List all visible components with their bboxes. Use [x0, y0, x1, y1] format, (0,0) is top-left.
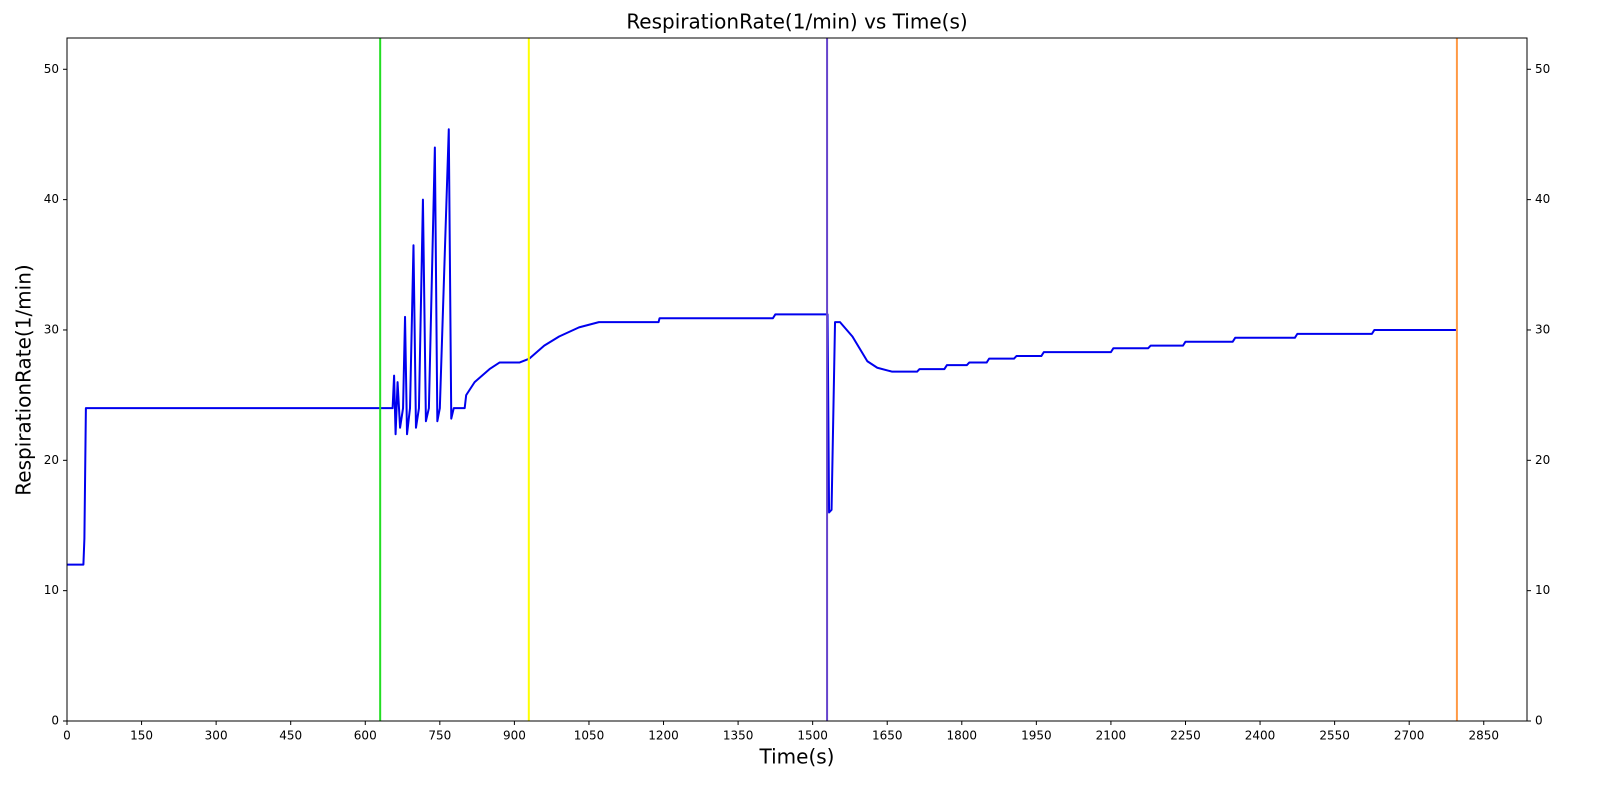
x-tick-label: 1350	[723, 729, 754, 743]
y-axis-label: RespirationRate(1/min)	[12, 264, 36, 495]
y-tick-label: 30	[44, 322, 59, 336]
x-tick-label: 900	[503, 729, 526, 743]
x-tick-label: 2700	[1394, 729, 1425, 743]
x-tick-label: 2400	[1245, 729, 1276, 743]
x-tick-label: 1200	[648, 729, 679, 743]
x-axis-label: Time(s)	[759, 745, 835, 769]
y2-tick-label: 20	[1535, 453, 1550, 467]
x-tick-label: 750	[428, 729, 451, 743]
y2-tick-label: 10	[1535, 583, 1550, 597]
y2-tick-label: 0	[1535, 714, 1543, 728]
x-tick-label: 150	[130, 729, 153, 743]
y2-tick-label: 40	[1535, 192, 1550, 206]
y-tick-label: 50	[44, 62, 59, 76]
y2-tick-label: 30	[1535, 322, 1550, 336]
x-tick-label: 600	[354, 729, 377, 743]
x-tick-label: 1500	[797, 729, 828, 743]
y-tick-label: 0	[51, 714, 59, 728]
plot-frame	[66, 37, 1528, 722]
x-tick-label: 450	[279, 729, 302, 743]
x-tick-label: 2100	[1096, 729, 1127, 743]
data-line	[67, 128, 1457, 566]
x-tick-label: 1800	[947, 729, 978, 743]
x-tick-label: 1650	[872, 729, 903, 743]
x-tick-label: 2550	[1319, 729, 1350, 743]
y-tick-label: 20	[44, 453, 59, 467]
y-tick-label: 40	[44, 192, 59, 206]
x-tick-label: 1950	[1021, 729, 1052, 743]
x-tick-label: 0	[63, 729, 71, 743]
x-tick-label: 2850	[1468, 729, 1499, 743]
chart-title: RespirationRate(1/min) vs Time(s)	[626, 10, 967, 34]
x-tick-label: 2250	[1170, 729, 1201, 743]
x-tick-label: 300	[205, 729, 228, 743]
y2-tick-label: 50	[1535, 62, 1550, 76]
y-tick-label: 10	[44, 583, 59, 597]
x-tick-label: 1050	[574, 729, 605, 743]
